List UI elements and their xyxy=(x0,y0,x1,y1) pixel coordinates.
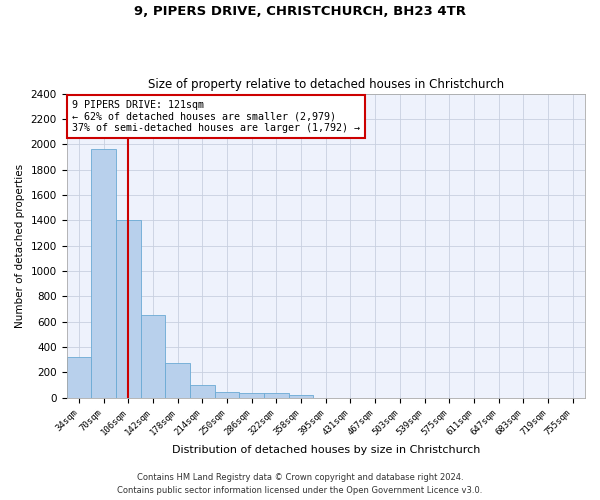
Title: Size of property relative to detached houses in Christchurch: Size of property relative to detached ho… xyxy=(148,78,504,91)
Y-axis label: Number of detached properties: Number of detached properties xyxy=(15,164,25,328)
Bar xyxy=(116,220,140,398)
Bar xyxy=(91,150,116,398)
Text: 9 PIPERS DRIVE: 121sqm
← 62% of detached houses are smaller (2,979)
37% of semi-: 9 PIPERS DRIVE: 121sqm ← 62% of detached… xyxy=(72,100,360,133)
Bar xyxy=(190,385,215,398)
Text: Contains HM Land Registry data © Crown copyright and database right 2024.
Contai: Contains HM Land Registry data © Crown c… xyxy=(118,474,482,495)
Bar xyxy=(67,356,91,398)
Bar xyxy=(264,394,289,398)
X-axis label: Distribution of detached houses by size in Christchurch: Distribution of detached houses by size … xyxy=(172,445,480,455)
Bar xyxy=(165,363,190,398)
Bar xyxy=(239,392,264,398)
Bar xyxy=(289,395,313,398)
Bar xyxy=(140,316,165,398)
Text: 9, PIPERS DRIVE, CHRISTCHURCH, BH23 4TR: 9, PIPERS DRIVE, CHRISTCHURCH, BH23 4TR xyxy=(134,5,466,18)
Bar xyxy=(215,392,239,398)
